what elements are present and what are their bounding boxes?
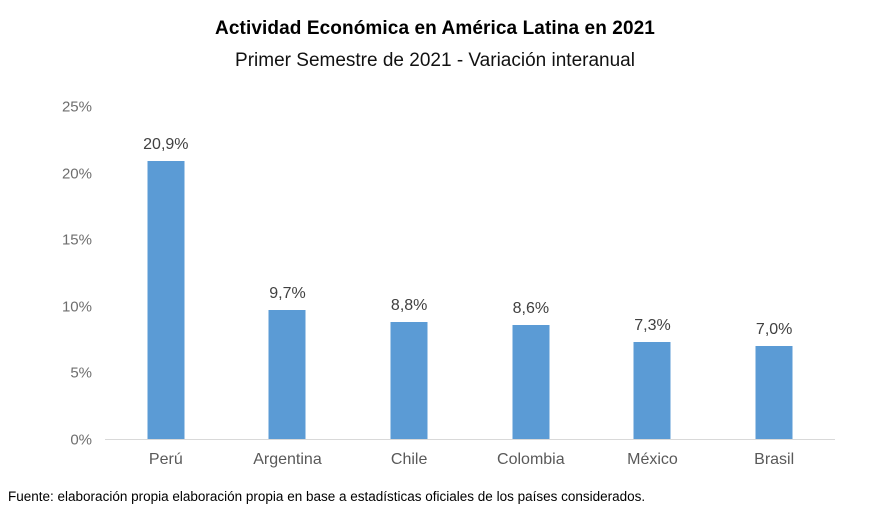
chart-subtitle: Primer Semestre de 2021 - Variación inte…: [235, 50, 635, 71]
bar-value-label: 8,8%: [390, 297, 428, 315]
y-axis-tick-label: 15%: [61, 231, 92, 249]
plot-area: 20,9% Perú 9,7% Argentina 8,8% Chile 8,6% Colom…: [105, 107, 835, 468]
y-axis: 0% 5% 10% 15% 20% 25%: [0, 99, 92, 449]
chart-title: Actividad Económica en América Latina en…: [215, 18, 655, 39]
x-axis-category-label: Perú: [148, 451, 183, 468]
bar-group: 7,3% México: [592, 107, 714, 468]
x-axis-category-label: México: [627, 451, 678, 468]
source-note: Fuente: elaboración propia elaboración p…: [8, 489, 646, 504]
bar-value-label: 7,3%: [634, 317, 671, 335]
y-axis-tick-label: 20%: [61, 165, 92, 183]
bar-value-label: 9,7%: [269, 285, 306, 303]
y-axis-tick-label: 25%: [61, 98, 92, 116]
bar-value-label: 20,9%: [143, 136, 189, 154]
bar: [268, 310, 306, 439]
bar-group: 8,8% Chile: [348, 107, 470, 468]
x-axis-category-label: Brasil: [754, 451, 795, 468]
bar-value-label: 7,0%: [755, 321, 793, 339]
bar: [512, 324, 550, 439]
bar: [147, 161, 185, 439]
bar: [633, 342, 671, 439]
x-axis-category-label: Colombia: [497, 451, 565, 468]
x-axis-category-label: Argentina: [253, 451, 322, 468]
y-axis-tick-label: 0%: [70, 431, 92, 449]
bar-group: 20,9% Perú: [105, 107, 227, 468]
x-axis-category-label: Chile: [390, 451, 428, 468]
bar-value-label: 8,6%: [512, 299, 550, 317]
bar: [390, 322, 428, 439]
y-axis-tick-label: 10%: [61, 298, 92, 316]
bar-group: 7,0% Brasil: [713, 107, 835, 468]
bar: [755, 346, 793, 439]
bar-group: 8,6% Colombia: [470, 107, 592, 468]
y-axis-tick-label: 5%: [70, 364, 92, 382]
bar-group: 9,7% Argentina: [227, 107, 349, 468]
